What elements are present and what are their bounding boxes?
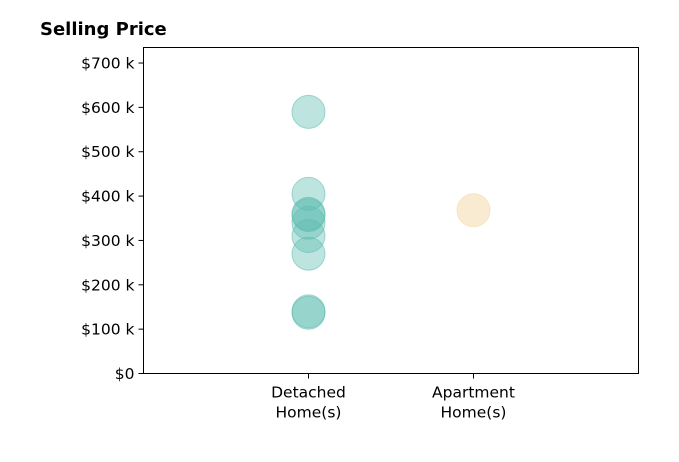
x-tick-label: Detached xyxy=(271,384,346,402)
x-tick-label: Home(s) xyxy=(441,404,507,422)
y-tick-label: $200 k xyxy=(81,276,134,294)
y-tick-label: $500 k xyxy=(81,143,134,161)
y-tick-label: $600 k xyxy=(81,99,134,117)
y-tick-label: $0 xyxy=(115,365,135,383)
data-point xyxy=(291,176,326,211)
plot-frame xyxy=(143,47,639,374)
points-layer xyxy=(291,94,491,330)
y-tick-label: $400 k xyxy=(81,188,134,206)
chart-title: Selling Price xyxy=(40,19,167,40)
data-point xyxy=(291,236,326,271)
y-axis: $0 $100 k $200 k $300 k $400 k $500 k $600 k $7… xyxy=(81,55,144,383)
data-point xyxy=(291,205,326,240)
data-point xyxy=(291,295,326,330)
y-tick-label: $300 k xyxy=(81,232,134,250)
data-point xyxy=(291,219,326,254)
data-point xyxy=(291,94,326,129)
x-tick-label: Home(s) xyxy=(276,404,342,422)
y-tick-label: $700 k xyxy=(81,55,134,73)
data-point xyxy=(456,193,491,228)
x-axis: Detached Home(s) Apartment Home(s) xyxy=(271,373,515,422)
y-tick-label: $100 k xyxy=(81,321,134,339)
data-point xyxy=(291,198,326,233)
x-tick-label: Apartment xyxy=(432,384,515,402)
